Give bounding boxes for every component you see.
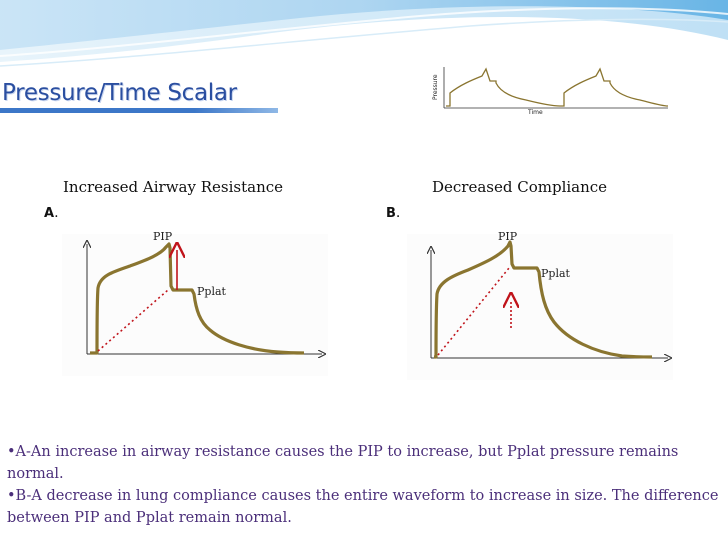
thumbnail-waveform-frame: [430, 63, 674, 116]
panel-a-heading: Increased Airway Resistance: [63, 178, 284, 196]
panel-b-letter: B.: [386, 205, 401, 221]
thumbnail-y-label: Pressure: [432, 74, 439, 100]
slide-title: Pressure/Time Scalar: [2, 80, 237, 106]
panel-b-waveform-chart: [404, 240, 676, 382]
panel-b-pplat-label: Pplat: [541, 267, 570, 280]
panel-a-pplat-label: Pplat: [197, 285, 226, 298]
notes-text: •A-An increase in airway resistance caus…: [7, 441, 723, 529]
title-underline: [0, 108, 278, 113]
panel-a-pip-label: PIP: [153, 230, 173, 243]
thumbnail-waveform-line: [446, 67, 669, 107]
thumbnail-x-label: Time: [528, 109, 543, 116]
panel-b-heading: Decreased Compliance: [432, 178, 608, 196]
panel-a-letter: A.: [44, 205, 59, 221]
panel-b-pip-label: PIP: [498, 230, 518, 243]
thumbnail-waveform: [443, 67, 669, 109]
panel-a-compliance-line: [97, 289, 169, 352]
header-swoosh-decoration: [0, 0, 728, 67]
panel-b-waveform-line: [434, 240, 653, 359]
panel-a-waveform-chart: [60, 230, 330, 380]
panel-b-compliance-line: [437, 267, 510, 356]
note-resistance: •A-An increase in airway resistance caus…: [7, 444, 679, 482]
note-compliance: •B-A decrease in lung compliance causes …: [7, 488, 719, 526]
panel-a-waveform-line: [90, 242, 305, 355]
